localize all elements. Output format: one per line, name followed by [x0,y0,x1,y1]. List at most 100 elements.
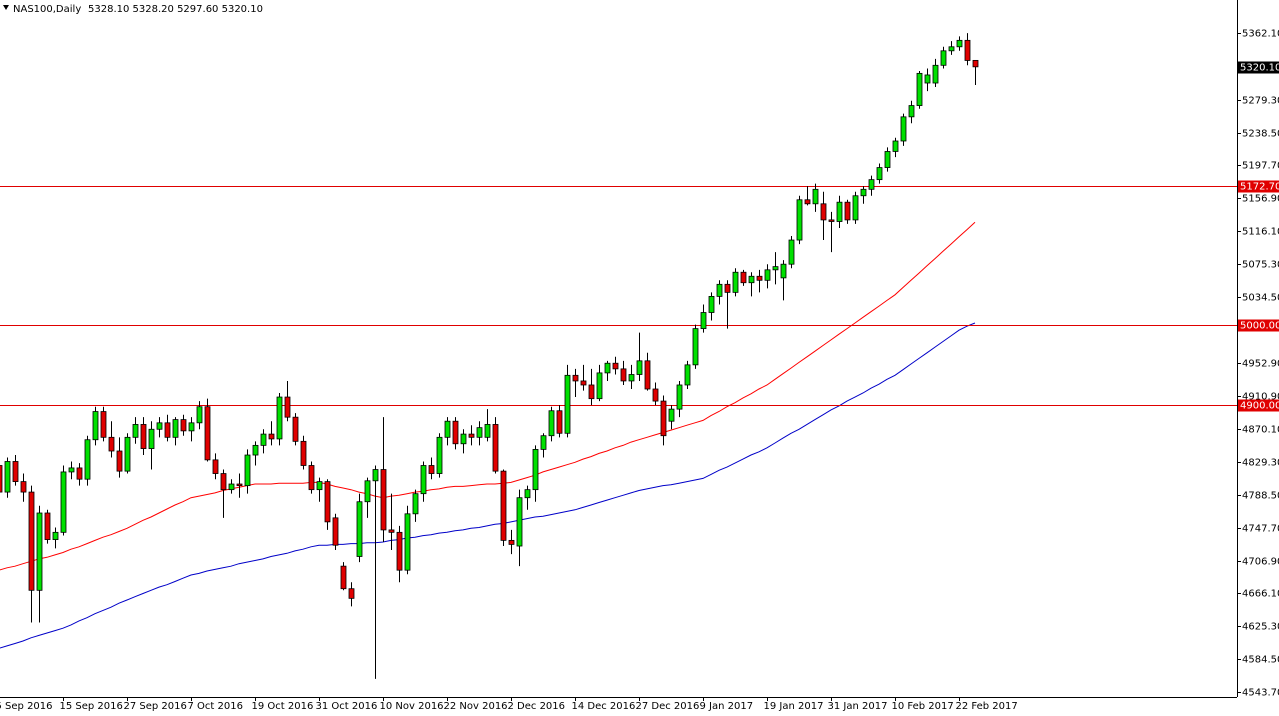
candle-body [316,481,323,491]
candle-body [116,450,123,472]
candle-body [260,433,267,446]
candle-body [948,46,955,52]
candle-body [364,480,371,503]
plot-area [0,33,1237,679]
y-tick-label: 5197.70 [1242,161,1279,172]
candle-body [820,203,827,221]
candle-body [484,424,491,438]
candle-body [68,467,75,473]
candle-body [900,116,907,142]
candle-body [108,436,115,452]
candle-body [540,435,547,450]
candle-body [660,400,667,437]
candle-body [148,428,155,449]
candle-body [180,419,187,432]
candle-body [156,422,163,430]
candle-body [340,565,347,590]
y-tick-label: 4747.70 [1242,524,1279,535]
moving-average [0,322,976,649]
moving-average [0,221,976,571]
candle-body [36,512,43,591]
candle-body [420,465,427,495]
candle-body [132,424,139,438]
candle-body [596,372,603,400]
candle-body [884,151,891,168]
candle-body [60,471,67,533]
x-tick-label: 15 Sep 2016 [60,701,123,712]
x-tick-label: 5 Sep 2016 [0,701,53,712]
candle-body [772,266,779,271]
candle-body [804,199,811,205]
candle-body [204,406,211,461]
candle-body [388,529,395,533]
candle-body [684,364,691,386]
x-tick-label: 10 Feb 2017 [892,701,954,712]
candle-body [796,199,803,241]
candle-body [212,459,219,474]
y-tick-label: 5362.10 [1242,29,1279,40]
candle-body [524,489,531,499]
candle-body [476,427,483,438]
candle-body [780,263,787,279]
candle-body [652,388,659,402]
candle-body [308,465,315,491]
candle-body [220,473,227,491]
candle-body [84,439,91,480]
candle-body [676,384,683,410]
candle-body [644,360,651,390]
candle-body [604,362,611,374]
x-tick-label: 7 Oct 2016 [188,701,243,712]
candle-body [492,424,499,472]
y-tick-label: 4625.30 [1242,622,1279,633]
candle-body [140,424,147,449]
candle-body [404,513,411,571]
candle-body [740,271,747,284]
candle-body [4,461,11,493]
candle-body [532,448,539,491]
candle-body [556,410,563,434]
candle-body [940,50,947,66]
y-tick-label: 4666.10 [1242,589,1279,600]
x-tick-label: 2 Dec 2016 [508,701,566,712]
x-tick-label: 22 Feb 2017 [956,701,1018,712]
candle-body [228,483,235,491]
candle-body [380,469,387,531]
candle-body [188,422,195,432]
candle-body [692,328,699,366]
candle-body [292,416,299,442]
candle-body [628,374,635,382]
candle-body [268,433,275,440]
y-tick-label: 5279.30 [1242,96,1279,107]
candle-body [916,72,923,106]
price-label: 5320.10 [1240,63,1279,74]
candle-body [572,374,579,382]
candle-body [284,396,291,418]
candle-body [252,444,259,456]
candle-body [764,269,771,281]
candle-body [716,283,723,297]
candle-body [52,531,59,540]
candle-body [708,296,715,313]
candle-body [732,271,739,293]
candle-body [276,396,283,440]
candle-body [452,420,459,445]
price-tag [1238,61,1279,74]
candle-body [836,201,843,222]
y-tick-label: 4788.50 [1242,491,1279,502]
x-tick-label: 14 Dec 2016 [572,701,636,712]
x-tick-label: 27 Dec 2016 [636,701,700,712]
candle-body [564,374,571,434]
y-tick-label: 4706.90 [1242,557,1279,568]
level-tag [1238,399,1279,412]
candle-body [500,470,507,541]
candle-body [868,179,875,190]
candle-body [348,588,355,599]
candle-body [244,454,251,487]
level-label: 5000.00 [1240,321,1279,332]
candle-body [100,411,107,438]
y-tick-label: 5034.50 [1242,293,1279,304]
candle-body [636,360,643,375]
y-tick-label: 4584.50 [1242,655,1279,666]
symbol-marker [3,5,9,10]
candle-body [460,433,467,445]
